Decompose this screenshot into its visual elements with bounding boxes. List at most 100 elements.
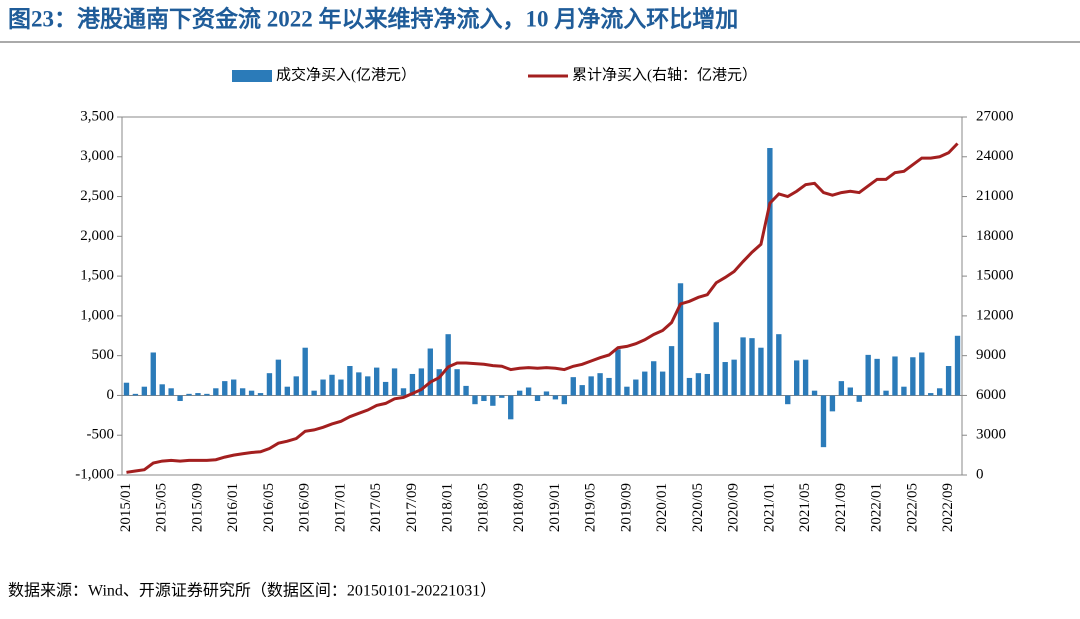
x-tick-label: 2016/01 bbox=[225, 483, 241, 532]
x-tick-label: 2020/01 bbox=[654, 483, 670, 532]
line bbox=[126, 142, 959, 474]
x-tick-label: 2019/09 bbox=[618, 483, 634, 532]
bar bbox=[266, 373, 273, 396]
y2-tick-label: 0 bbox=[976, 466, 984, 482]
legend-label: 累计净买入(右轴：亿港元） bbox=[572, 66, 757, 83]
bar bbox=[391, 368, 398, 396]
bar bbox=[624, 386, 630, 396]
bar bbox=[311, 390, 317, 396]
bar bbox=[642, 371, 648, 396]
bar bbox=[579, 385, 585, 396]
bar bbox=[749, 338, 755, 396]
bar bbox=[463, 385, 469, 396]
bar bbox=[820, 395, 827, 448]
bar bbox=[856, 395, 862, 402]
bar bbox=[195, 393, 201, 396]
bar bbox=[436, 369, 442, 396]
x-tick-label: 2015/01 bbox=[118, 483, 134, 532]
bar bbox=[945, 366, 952, 396]
plot-frame bbox=[121, 116, 963, 476]
bar bbox=[615, 349, 621, 396]
bar bbox=[597, 373, 603, 396]
bar bbox=[239, 388, 246, 396]
bar bbox=[356, 372, 362, 396]
x-tick-label: 2019/05 bbox=[583, 483, 599, 532]
bar bbox=[865, 354, 871, 396]
bar bbox=[499, 395, 505, 398]
bar bbox=[570, 377, 576, 396]
bar bbox=[141, 386, 148, 396]
bar bbox=[936, 388, 943, 396]
bar bbox=[284, 386, 290, 396]
y2-tick-label: 27000 bbox=[976, 108, 1014, 124]
bar bbox=[159, 384, 165, 396]
bar bbox=[928, 393, 934, 396]
x-tick-label: 2017/05 bbox=[368, 483, 384, 532]
bar bbox=[543, 391, 550, 396]
bar bbox=[347, 366, 353, 396]
bar bbox=[320, 379, 326, 396]
bar bbox=[785, 395, 791, 405]
bar bbox=[695, 373, 702, 396]
y-tick-label: 1,500 bbox=[80, 268, 114, 284]
bar bbox=[901, 386, 907, 396]
bar bbox=[794, 360, 800, 396]
bar bbox=[767, 148, 773, 396]
bar bbox=[302, 347, 308, 396]
bar bbox=[418, 368, 425, 396]
bar bbox=[633, 379, 639, 396]
y-tick-label: 500 bbox=[92, 347, 115, 363]
legend-swatch bbox=[232, 70, 272, 82]
bar bbox=[722, 362, 728, 396]
bar bbox=[561, 395, 568, 405]
bar bbox=[275, 359, 282, 396]
bar bbox=[686, 377, 693, 396]
x-tick-label: 2022/05 bbox=[904, 483, 920, 532]
bar bbox=[758, 347, 764, 396]
bar bbox=[490, 395, 496, 406]
bar bbox=[919, 352, 925, 396]
x-tick-label: 2022/01 bbox=[869, 483, 885, 532]
bar bbox=[552, 395, 559, 400]
bar bbox=[132, 393, 139, 396]
bar bbox=[776, 334, 782, 396]
bar bbox=[374, 367, 380, 396]
bar bbox=[231, 379, 237, 396]
y-tick-label: 0 bbox=[107, 387, 115, 403]
y-tick-label: 3,500 bbox=[80, 108, 114, 124]
bar bbox=[293, 376, 299, 396]
bar bbox=[516, 390, 523, 396]
bar bbox=[677, 283, 684, 396]
y-tick-label: 2,500 bbox=[80, 188, 114, 204]
bar bbox=[847, 387, 853, 396]
x-tick-label: 2016/05 bbox=[261, 483, 277, 532]
bar bbox=[704, 373, 710, 396]
x-tick-label: 2015/05 bbox=[154, 483, 170, 532]
bar bbox=[838, 381, 845, 396]
x-tick-label: 2020/05 bbox=[690, 483, 706, 532]
x-tick-label: 2019/01 bbox=[547, 483, 563, 532]
x-tick-label: 2017/01 bbox=[332, 483, 348, 532]
x-tick-label: 2018/01 bbox=[440, 483, 456, 532]
y2-tick-label: 3000 bbox=[976, 427, 1006, 443]
bar bbox=[525, 387, 532, 396]
bar bbox=[883, 390, 889, 396]
bar bbox=[874, 358, 880, 396]
x-tick-label: 2018/05 bbox=[475, 483, 491, 532]
bar bbox=[257, 393, 264, 396]
bar bbox=[740, 337, 746, 396]
y-tick-label: -1,000 bbox=[75, 466, 114, 482]
x-tick-label: 2022/09 bbox=[940, 483, 956, 532]
bar bbox=[481, 395, 487, 402]
x-tick-label: 2021/05 bbox=[797, 483, 813, 532]
bar bbox=[168, 388, 174, 396]
bar bbox=[472, 395, 478, 405]
y2-tick-label: 21000 bbox=[976, 188, 1014, 204]
bar bbox=[445, 334, 451, 396]
bar bbox=[222, 381, 228, 396]
bar bbox=[204, 393, 210, 396]
x-tick-label: 2018/09 bbox=[511, 483, 527, 532]
chart-title: 图23：港股通南下资金流 2022 年以来维持净流入，10 月净流入环比增加 bbox=[8, 5, 738, 31]
y2-tick-label: 12000 bbox=[976, 307, 1014, 323]
bar bbox=[400, 388, 407, 396]
